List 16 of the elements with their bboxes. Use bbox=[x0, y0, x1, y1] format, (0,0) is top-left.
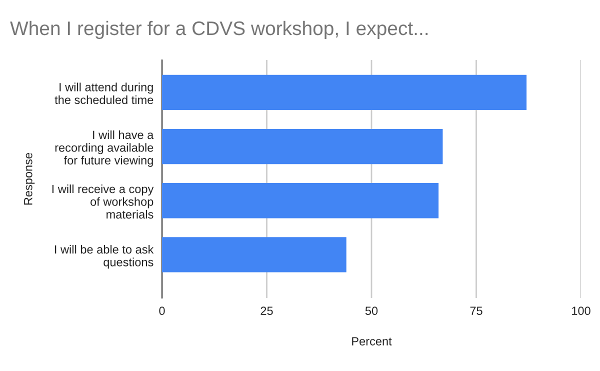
x-tick-label: 0 bbox=[159, 306, 165, 316]
y-tick-label: I will receive a copy of workshop materials bbox=[52, 184, 154, 219]
chart-title: When I register for a CDVS workshop, I expect... bbox=[10, 20, 428, 40]
x-tick-label: 100 bbox=[572, 306, 590, 316]
y-tick-label: I will attend during the scheduled time bbox=[54, 82, 154, 104]
x-tick-label: 25 bbox=[260, 306, 273, 316]
bar bbox=[162, 74, 527, 110]
bar bbox=[162, 183, 439, 218]
bar bbox=[162, 128, 443, 164]
bar bbox=[162, 237, 346, 272]
x-axis-title: Percent bbox=[352, 337, 392, 346]
x-tick-label: 75 bbox=[470, 306, 482, 316]
y-tick-label: I will be able to ask questions bbox=[55, 244, 154, 269]
y-axis-title: Response bbox=[24, 152, 35, 205]
x-tick-label: 50 bbox=[365, 306, 378, 316]
y-tick-label: I will have a recording available for future viewing bbox=[55, 130, 154, 167]
